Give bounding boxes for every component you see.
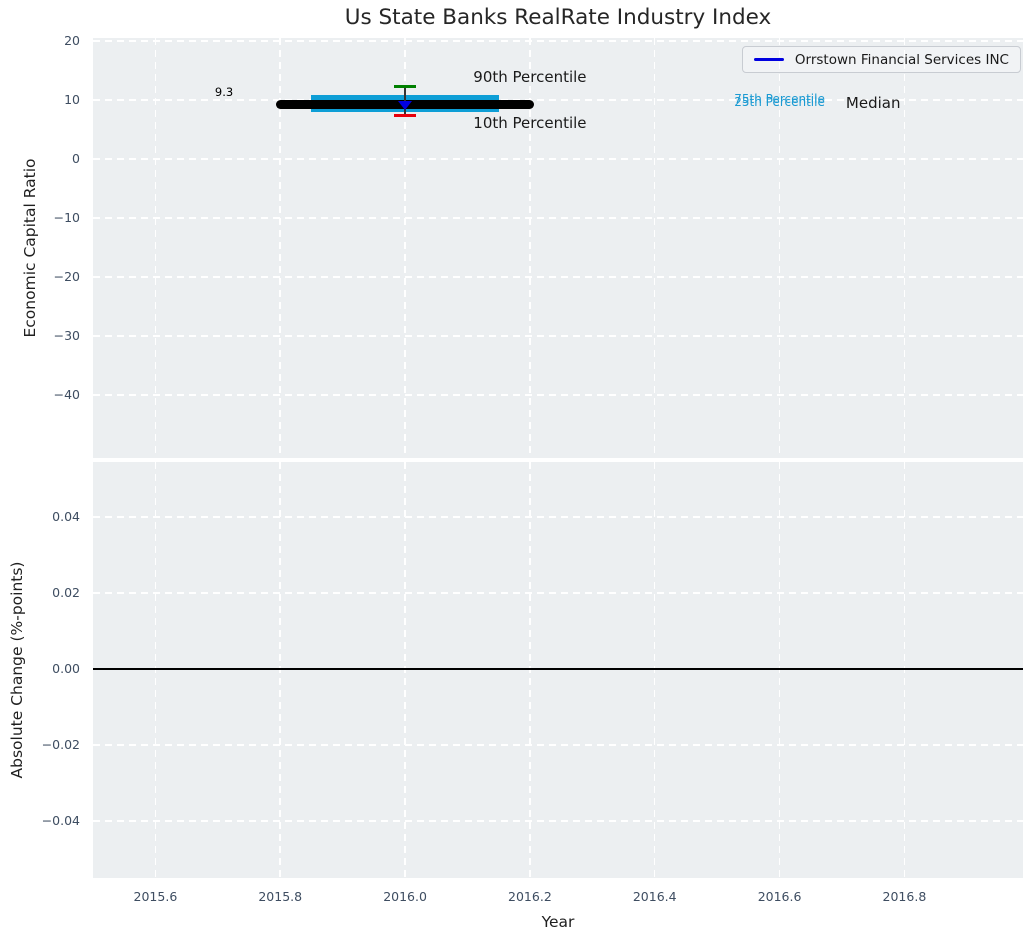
gridline-vertical bbox=[529, 462, 531, 878]
gridline-horizontal bbox=[93, 40, 1023, 42]
whisker-cap-top bbox=[394, 84, 417, 89]
y-tick-label: 20 bbox=[64, 32, 80, 48]
x-tick-label: 2015.8 bbox=[258, 889, 303, 904]
zero-line bbox=[93, 668, 1023, 670]
gridline-vertical bbox=[154, 462, 157, 878]
legend-label: Orrstown Financial Services INC bbox=[794, 51, 1009, 68]
gridline-horizontal bbox=[93, 158, 1023, 160]
gridline-vertical bbox=[903, 38, 906, 458]
gridline-horizontal bbox=[93, 394, 1023, 396]
y-tick-label: −40 bbox=[53, 386, 80, 402]
gridline-horizontal bbox=[93, 820, 1023, 822]
gridline-vertical bbox=[529, 38, 531, 458]
annotation: 9.3 bbox=[214, 85, 234, 100]
company-marker bbox=[398, 101, 413, 111]
gridline-horizontal bbox=[93, 592, 1023, 594]
x-tick-label: 2015.6 bbox=[133, 889, 178, 904]
gridline-horizontal bbox=[93, 276, 1023, 278]
whisker-cap-bottom bbox=[394, 113, 417, 118]
gridline-vertical bbox=[653, 462, 656, 878]
gridline-vertical bbox=[653, 38, 656, 458]
x-tick-label: 2016.0 bbox=[383, 889, 427, 904]
gridline-horizontal bbox=[93, 99, 1023, 101]
gridline-vertical bbox=[903, 462, 906, 878]
y-tick-label: −30 bbox=[53, 327, 80, 343]
x-tick-label: 2016.8 bbox=[882, 889, 927, 904]
x-axis-label: Year bbox=[541, 913, 575, 931]
chart-title: Us State Banks RealRate Industry Index bbox=[344, 5, 772, 30]
y-tick-label: 0.00 bbox=[52, 661, 80, 677]
y-tick-label: 0 bbox=[72, 150, 80, 166]
x-tick-label: 2016.4 bbox=[632, 889, 677, 904]
legend: Orrstown Financial Services INC bbox=[741, 46, 1021, 73]
gridline-horizontal bbox=[93, 516, 1023, 518]
annotation: 25th Percentile bbox=[734, 94, 825, 109]
y-tick-label: 0.04 bbox=[52, 509, 80, 525]
gridline-vertical bbox=[154, 38, 157, 458]
gridline-horizontal bbox=[93, 744, 1023, 746]
y-tick-label: 0.02 bbox=[52, 585, 80, 601]
axes-top: 9.3 90th Percentile 10th Percentile 75th Pe… bbox=[93, 38, 1023, 458]
annotation: 90th Percentile bbox=[473, 67, 587, 86]
gridline-horizontal bbox=[93, 335, 1023, 337]
y-tick-label: −10 bbox=[53, 209, 80, 225]
gridline-vertical bbox=[404, 462, 406, 878]
gridline-vertical bbox=[778, 462, 781, 878]
gridline-vertical bbox=[404, 38, 406, 458]
legend-line-icon bbox=[753, 58, 784, 61]
y-tick-label: −20 bbox=[53, 268, 80, 284]
y-tick-label: 10 bbox=[64, 91, 80, 107]
gridline-vertical bbox=[279, 38, 281, 458]
gridline-horizontal bbox=[93, 217, 1023, 219]
y-axis-label-top: Economic Capital Ratio bbox=[21, 158, 39, 338]
gridline-vertical bbox=[279, 462, 281, 878]
whisker-line bbox=[404, 86, 406, 116]
gridline-vertical bbox=[778, 38, 781, 458]
annotation: Median bbox=[845, 93, 901, 112]
annotation: 75th Percentile bbox=[734, 92, 825, 107]
y-tick-label: −0.04 bbox=[41, 813, 80, 828]
y-tick-label: −0.02 bbox=[41, 737, 80, 753]
x-tick-label: 2016.6 bbox=[757, 889, 802, 904]
axes-bottom bbox=[93, 462, 1023, 878]
annotation: 10th Percentile bbox=[473, 113, 587, 132]
x-tick-label: 2016.2 bbox=[508, 889, 552, 904]
